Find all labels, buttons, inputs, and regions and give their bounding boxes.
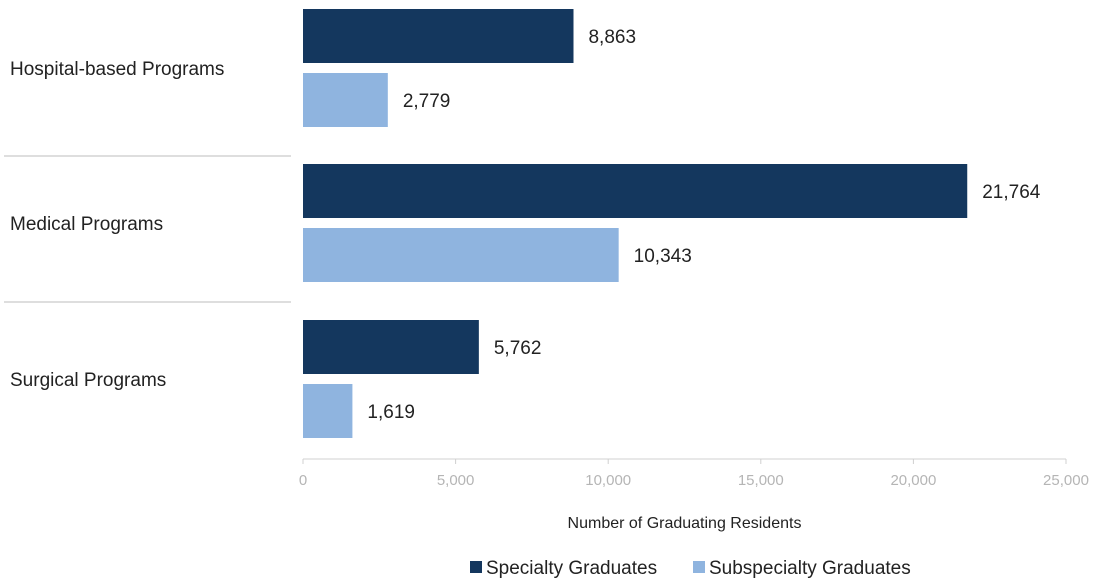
- bar: [303, 320, 479, 374]
- x-tick-label: 20,000: [890, 472, 936, 489]
- bar: [303, 9, 574, 63]
- x-tick-label: 15,000: [738, 472, 784, 489]
- category-label: Surgical Programs: [10, 370, 166, 391]
- legend-item: Subspecialty Graduates: [693, 558, 911, 579]
- bar: [303, 164, 968, 218]
- bar-value-label: 8,863: [588, 27, 636, 48]
- bar-value-label: 10,343: [634, 246, 692, 267]
- bars: [303, 9, 968, 438]
- x-axis-ticks: 0 5,000 10,000 15,000 20,000 25,000: [299, 459, 1089, 489]
- legend-label: Specialty Graduates: [486, 558, 657, 579]
- legend-item: Specialty Graduates: [470, 558, 657, 579]
- category-separators: [4, 155, 291, 303]
- x-tick-label: 25,000: [1043, 472, 1089, 489]
- legend-swatch: [470, 561, 482, 573]
- x-tick-label: 10,000: [585, 472, 631, 489]
- bar: [303, 73, 388, 127]
- bar-value-label: 5,762: [494, 338, 542, 359]
- bar-value-label: 1,619: [367, 402, 415, 423]
- bar-data-labels: 8,863 2,779 21,764 10,343 5,762 1,619: [367, 27, 1040, 423]
- category-label: Medical Programs: [10, 214, 163, 235]
- bar: [303, 384, 353, 438]
- bar-value-label: 2,779: [403, 91, 451, 112]
- category-labels: Hospital-based Programs Medical Programs S…: [10, 59, 224, 391]
- x-axis-title: Number of Graduating Residents: [568, 515, 802, 532]
- legend: Specialty Graduates Subspecialty Graduate…: [470, 558, 911, 579]
- x-tick-label: 0: [299, 472, 307, 489]
- bar-value-label: 21,764: [982, 182, 1041, 203]
- legend-label: Subspecialty Graduates: [709, 558, 911, 579]
- bar: [303, 228, 619, 282]
- x-tick-label: 5,000: [437, 472, 475, 489]
- category-label: Hospital-based Programs: [10, 59, 224, 80]
- legend-swatch: [693, 561, 705, 573]
